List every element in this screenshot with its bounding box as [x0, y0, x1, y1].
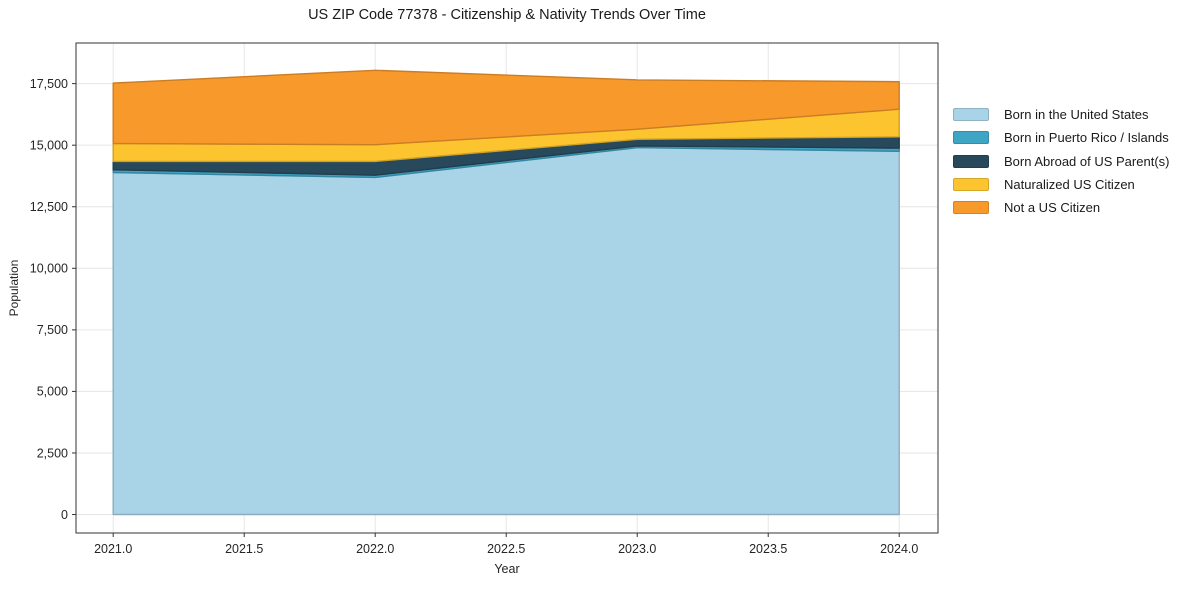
area-not-a-us-citizen — [112, 69, 900, 146]
legend-swatch — [953, 178, 989, 192]
y-tick-label: 17,500 — [30, 77, 68, 91]
legend-item-born-in-puerto-rico-islands: Born in Puerto Rico / Islands — [953, 126, 1169, 149]
legend-label: Born Abroad of US Parent(s) — [1004, 153, 1170, 169]
legend: Born in the United States Born in Puerto … — [953, 103, 1169, 219]
legend-item-born-abroad-of-us-parent-s: Born Abroad of US Parent(s) — [953, 150, 1169, 173]
x-tick-label: 2021.5 — [225, 542, 263, 556]
axes-frame — [75, 42, 939, 534]
y-tick-label: 0 — [61, 508, 68, 522]
legend-swatch — [953, 108, 989, 122]
legend-label: Born in Puerto Rico / Islands — [1004, 130, 1169, 146]
y-tick-label: 12,500 — [30, 200, 68, 214]
y-tick-label: 2,500 — [37, 446, 68, 460]
y-tick-label: 5,000 — [37, 385, 68, 399]
y-tick-label: 7,500 — [37, 323, 68, 337]
legend-swatch — [953, 201, 989, 215]
x-tick-label: 2024.0 — [880, 542, 918, 556]
area-born-in-the-united-states — [112, 146, 900, 516]
x-tick-label: 2021.0 — [94, 542, 132, 556]
y-tick-label: 15,000 — [30, 138, 68, 152]
legend-swatch — [953, 154, 989, 168]
legend-item-naturalized-us-citizen: Naturalized US Citizen — [953, 173, 1169, 196]
legend-swatch — [953, 131, 989, 145]
chart-title: US ZIP Code 77378 - Citizenship & Nativi… — [308, 7, 706, 23]
legend-label: Born in the United States — [1004, 107, 1149, 123]
legend-label: Not a US Citizen — [1004, 200, 1101, 216]
x-axis-label: Year — [494, 562, 520, 576]
x-tick-label: 2022.5 — [487, 542, 525, 556]
legend-item-born-in-the-united-states: Born in the United States — [953, 103, 1169, 126]
x-tick-label: 2023.0 — [618, 542, 656, 556]
x-tick-label: 2023.5 — [749, 542, 787, 556]
legend-label: Naturalized US Citizen — [1004, 177, 1135, 193]
y-tick-label: 10,000 — [30, 262, 68, 276]
legend-item-not-a-us-citizen: Not a US Citizen — [953, 196, 1169, 219]
x-tick-label: 2022.0 — [356, 542, 394, 556]
